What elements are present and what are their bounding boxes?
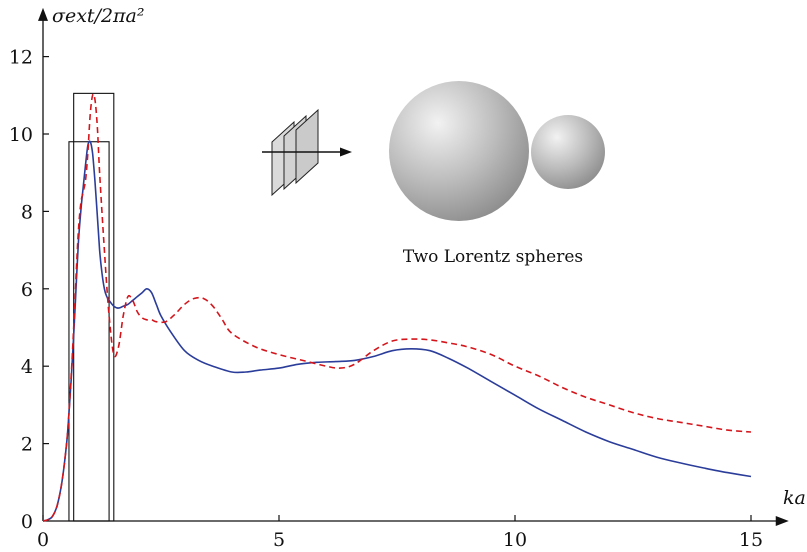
y-tick-label: 8	[21, 201, 33, 223]
spheres-illustration: Two Lorentz spheres	[262, 81, 605, 267]
x-tick-label: 15	[739, 529, 763, 551]
y-axis-arrow	[38, 7, 48, 21]
spheres-annotation: Two Lorentz spheres	[403, 247, 583, 267]
series-line-1	[42, 140, 752, 522]
small-sphere	[531, 115, 605, 189]
incident-wave-icon	[262, 108, 352, 197]
y-tick-label: 12	[9, 47, 33, 69]
series-lines	[42, 93, 752, 522]
x-tick-label: 5	[273, 529, 285, 551]
y-tick-label: 4	[21, 356, 33, 378]
series-line-2	[42, 93, 752, 522]
y-tick-label: 10	[9, 124, 33, 146]
resonance-box	[68, 141, 110, 522]
x-tick-label: 10	[503, 529, 527, 551]
y-tick-label: 6	[21, 279, 33, 301]
y-tick-label: 2	[21, 434, 33, 456]
x-tick-label: 0	[37, 529, 49, 551]
x-axis-arrow	[775, 516, 789, 526]
y-axis-label: σext/2πa²	[52, 5, 145, 27]
ticks: 0 5 10 15 0 2 4 6 8 10 12	[9, 47, 763, 551]
y-tick-label: 0	[21, 511, 33, 533]
large-sphere	[389, 81, 529, 221]
axes	[38, 7, 789, 526]
x-axis-label: ka	[783, 487, 806, 509]
